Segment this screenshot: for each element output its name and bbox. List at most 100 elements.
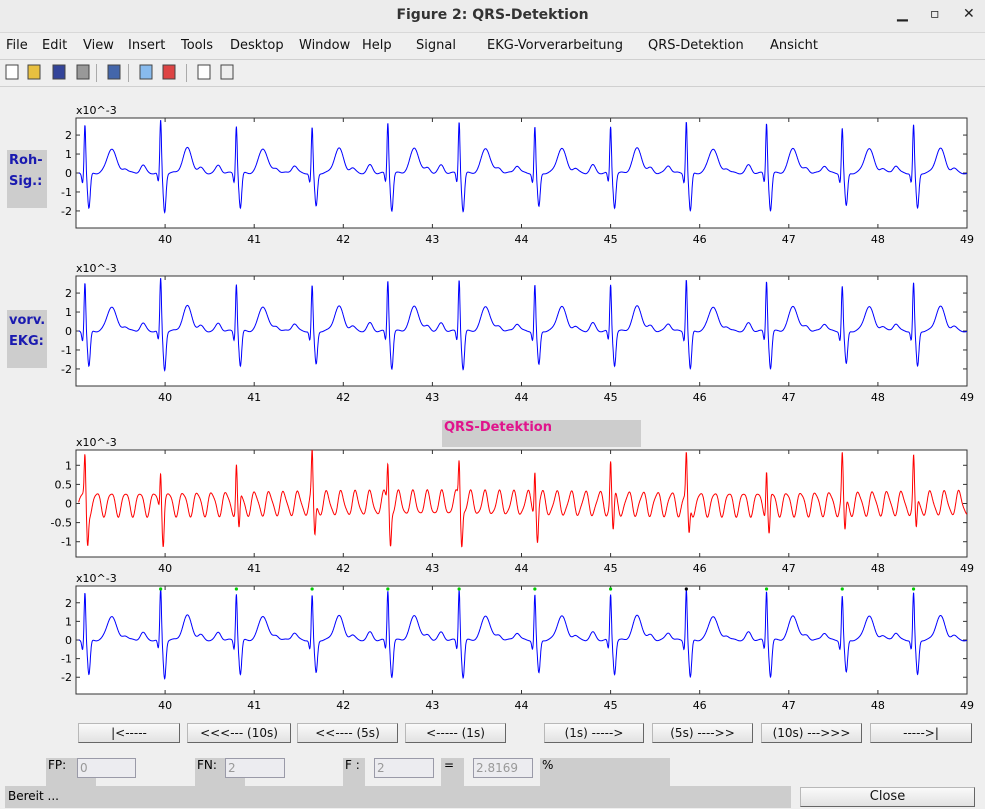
plots: x10^-3 40 41 42 43 44 45 46 47 48 49 2 1 0 -1 -2 x10^-3 4… [51,104,974,712]
detection-marker [609,587,613,591]
x-tick-label: 43 [425,391,439,404]
nav-button-3[interactable]: <----- (1s) [405,723,506,743]
fp-field[interactable]: 0 [77,758,136,778]
nav-button-7[interactable]: ----->| [870,723,972,743]
legend-icon[interactable] [160,63,178,81]
detection-marker [684,587,688,591]
close-window-button[interactable]: ✕ [963,6,975,22]
plot3-signal-line [78,449,968,548]
percent-label: % [540,758,670,786]
y-tick-label: 2 [65,597,72,610]
x-tick-label: 46 [693,391,707,404]
x-tick-label: 41 [247,562,261,575]
menu-window[interactable]: Window [299,38,351,53]
x-tick-label: 48 [871,699,885,712]
x-tick-label: 47 [782,391,796,404]
y-tick-label: -2 [61,205,72,218]
nav-button-0[interactable]: |<----- [78,723,180,743]
pre-label-1: vorv. [9,313,46,328]
plot1-signal-line [78,120,968,214]
detection-marker [764,587,769,591]
x-tick-label: 45 [604,562,618,575]
x-tick-label: 49 [960,699,974,712]
x-tick-label: 46 [693,562,707,575]
menu-ansicht[interactable]: Ansicht [770,38,819,53]
menu-signal[interactable]: Signal [416,38,456,53]
plot1-background [75,117,968,229]
f-field[interactable]: 2 [374,758,434,778]
menu-view[interactable]: View [83,38,114,53]
new-icon[interactable] [3,63,21,81]
toolbar-separator [186,64,187,82]
minimize-button[interactable]: ▁ [897,6,908,22]
plot1-axes: x10^-3 40 41 42 43 44 45 46 47 48 49 2 1 0 -1 -2 [61,104,974,246]
menu-help[interactable]: Help [362,38,392,53]
detection-marker [386,587,390,591]
nav-button-6[interactable]: (10s) --->>> [761,723,862,743]
raw-label-1: Roh- [9,153,43,168]
detection-marker [310,587,314,591]
plot3-exponent: x10^-3 [76,436,117,449]
y-tick-label: 1 [65,148,72,161]
plot4-exponent: x10^-3 [76,572,117,585]
preprocessed-ecg-label: vorv. EKG: [7,310,47,368]
plot4-axes: x10^-3 40 41 42 43 44 45 46 47 48 49 2 1 0 -1 -2 [61,572,974,712]
plot2-background [75,275,968,387]
detection-marker [159,587,163,591]
menu-edit[interactable]: Edit [42,38,68,53]
menu-ekg-vorverarbeitung[interactable]: EKG-Vorverarbeitung [487,38,623,53]
toolbar [0,59,985,87]
x-tick-label: 47 [782,562,796,575]
x-tick-label: 40 [158,233,172,246]
menu-file[interactable]: File [6,38,28,53]
fn-field[interactable]: 2 [225,758,285,778]
x-tick-label: 48 [871,562,885,575]
maximize-button[interactable]: ▫ [930,6,940,22]
y-tick-label: 2 [65,129,72,142]
open-icon[interactable] [25,63,43,81]
plot3-axes: x10^-3 40 41 42 43 44 45 46 47 48 49 1 0.5 0 -0.5 -1 [51,436,974,575]
save-icon[interactable] [50,63,68,81]
menu-desktop[interactable]: Desktop [230,38,284,53]
plot2-axes: x10^-3 40 41 42 43 44 45 46 47 48 49 2 1 0 -1 -2 [61,262,974,404]
y-tick-label: 1 [65,306,72,319]
menu-insert[interactable]: Insert [128,38,166,53]
colorbar-icon[interactable] [137,63,155,81]
detection-marker [234,587,238,591]
result-field[interactable]: 2.8169 [473,758,533,778]
close-button[interactable]: Close [800,787,975,807]
x-tick-label: 45 [604,699,618,712]
raw-signal-label: Roh- Sig.: [7,150,47,208]
link-icon[interactable] [105,63,123,81]
toolbar-separator [128,64,129,82]
y-tick-label: 0.5 [55,478,73,491]
nav-button-1[interactable]: <<<--- (10s) [187,723,291,743]
qrs-label-text: QRS-Detektion [444,420,552,435]
menu-bar: File Edit View Insert Tools Desktop Window Help… [0,34,985,56]
nav-button-2[interactable]: <<---- (5s) [297,723,398,743]
pointer-icon[interactable] [195,63,213,81]
equals-label: = [441,758,464,786]
y-tick-label: -2 [61,363,72,376]
plot1-exponent: x10^-3 [76,104,117,117]
nav-button-4[interactable]: (1s) -----> [544,723,644,743]
status-bar: Bereit ... [5,786,791,808]
plot2-exponent: x10^-3 [76,262,117,275]
x-tick-label: 41 [247,699,261,712]
x-tick-label: 44 [515,233,529,246]
toolbar-separator [96,64,97,82]
plot4-background [75,585,968,695]
x-tick-label: 46 [693,233,707,246]
x-tick-label: 40 [158,391,172,404]
y-tick-label: 1 [65,615,72,628]
menu-qrs-detektion[interactable]: QRS-Detektion [648,38,744,53]
x-tick-label: 44 [515,562,529,575]
raw-label-2: Sig.: [9,174,43,189]
print-icon[interactable] [74,63,92,81]
property-editor-icon[interactable] [218,63,236,81]
nav-button-5[interactable]: (5s) ---->> [652,723,753,743]
menu-tools[interactable]: Tools [181,38,214,53]
x-tick-label: 40 [158,562,172,575]
x-tick-label: 49 [960,233,974,246]
detection-marker [840,587,844,591]
